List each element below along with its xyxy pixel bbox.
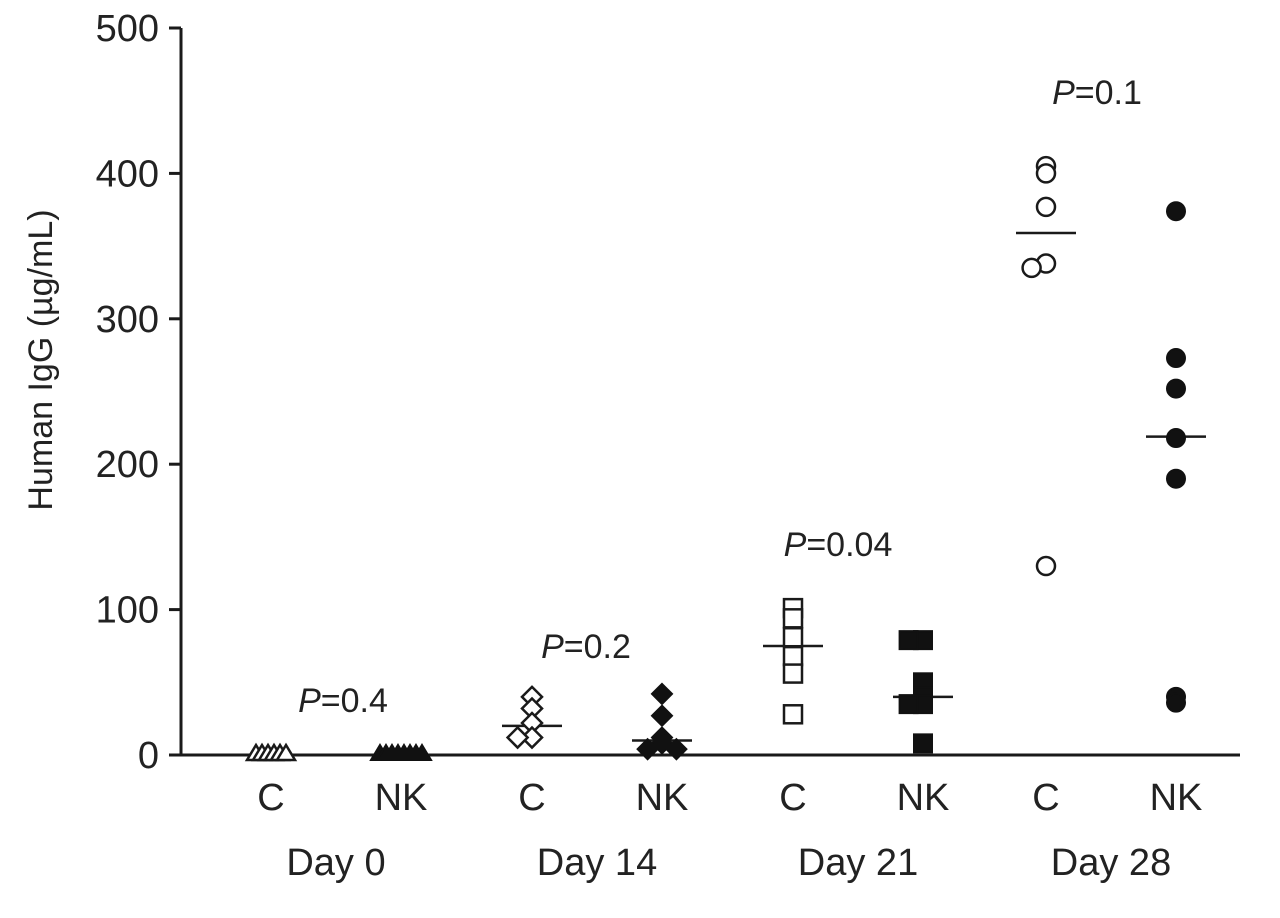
open-square-point [782,704,804,725]
filled-diamond-point [636,737,660,761]
group-label: NK [636,777,689,819]
p-value-text: =0.1 [1075,74,1142,112]
filled-diamond-point [650,704,674,728]
y-tick-label: 400 [96,153,159,195]
p-value-text: =0.4 [321,682,388,720]
filled-circle-point [1166,468,1186,489]
y-tick-label: 300 [96,299,159,341]
y-tick-label: 0 [138,735,159,777]
group-labels: C NK C NK C NK C NK [257,777,1202,819]
group-label: NK [1150,777,1203,819]
open-square-point [782,608,804,629]
open-circle-point [1035,163,1057,184]
open-triangle-point [274,742,298,762]
day-label: Day 14 [537,842,657,884]
p-symbol: P [298,682,321,720]
p-value-label: P=0.4 [298,682,388,720]
group-label: NK [897,777,950,819]
filled-circle-point [1166,348,1186,369]
y-axis-title: Human IgG (µg/mL) [22,209,60,510]
filled-diamond-point [664,737,688,761]
p-symbol: P [541,628,564,666]
group-label: C [257,777,284,819]
y-tick-label: 500 [96,8,159,50]
day-label: Day 28 [1051,842,1171,884]
filled-circle-point [1166,201,1186,222]
group-label: C [779,777,806,819]
filled-diamond-point [650,682,674,706]
filled-square-point [913,733,933,754]
p-values: P=0.4P=0.2P=0.04P=0.1 [298,74,1142,720]
p-value-label: P=0.04 [784,526,893,564]
filled-square-point [898,694,919,715]
open-square-point [782,626,804,648]
group-label: NK [375,777,428,819]
open-square-point [782,645,804,667]
filled-circle-point [1166,378,1186,399]
open-circle-point [1035,196,1057,218]
p-value-text: =0.04 [806,526,892,564]
day-label: Day 21 [798,842,918,884]
open-square-point [782,663,804,684]
p-value-label: P=0.2 [541,628,631,666]
filled-triangle-point [411,743,433,761]
filled-square-point [898,630,919,651]
p-symbol: P [784,526,807,564]
filled-circle-point [1166,428,1186,449]
group-label: C [1032,777,1059,819]
open-circle-point [1035,555,1057,577]
y-tick-label: 100 [96,590,159,632]
data-points [244,155,1186,762]
day-labels: Day 0 Day 14 Day 21 Day 28 [286,842,1171,884]
y-tick-label: 200 [96,444,159,486]
p-value-text: =0.2 [564,628,631,666]
p-value-label: P=0.1 [1052,74,1142,112]
p-symbol: P [1052,74,1075,112]
axes [179,28,1240,757]
open-diamond-point [505,725,530,750]
filled-circle-point [1166,692,1186,713]
y-ticks: 0 100 200 300 400 500 [96,8,181,777]
open-circle-point [1021,257,1042,279]
day-label: Day 0 [286,842,385,884]
median-lines [241,231,1206,757]
group-label: C [518,777,545,819]
